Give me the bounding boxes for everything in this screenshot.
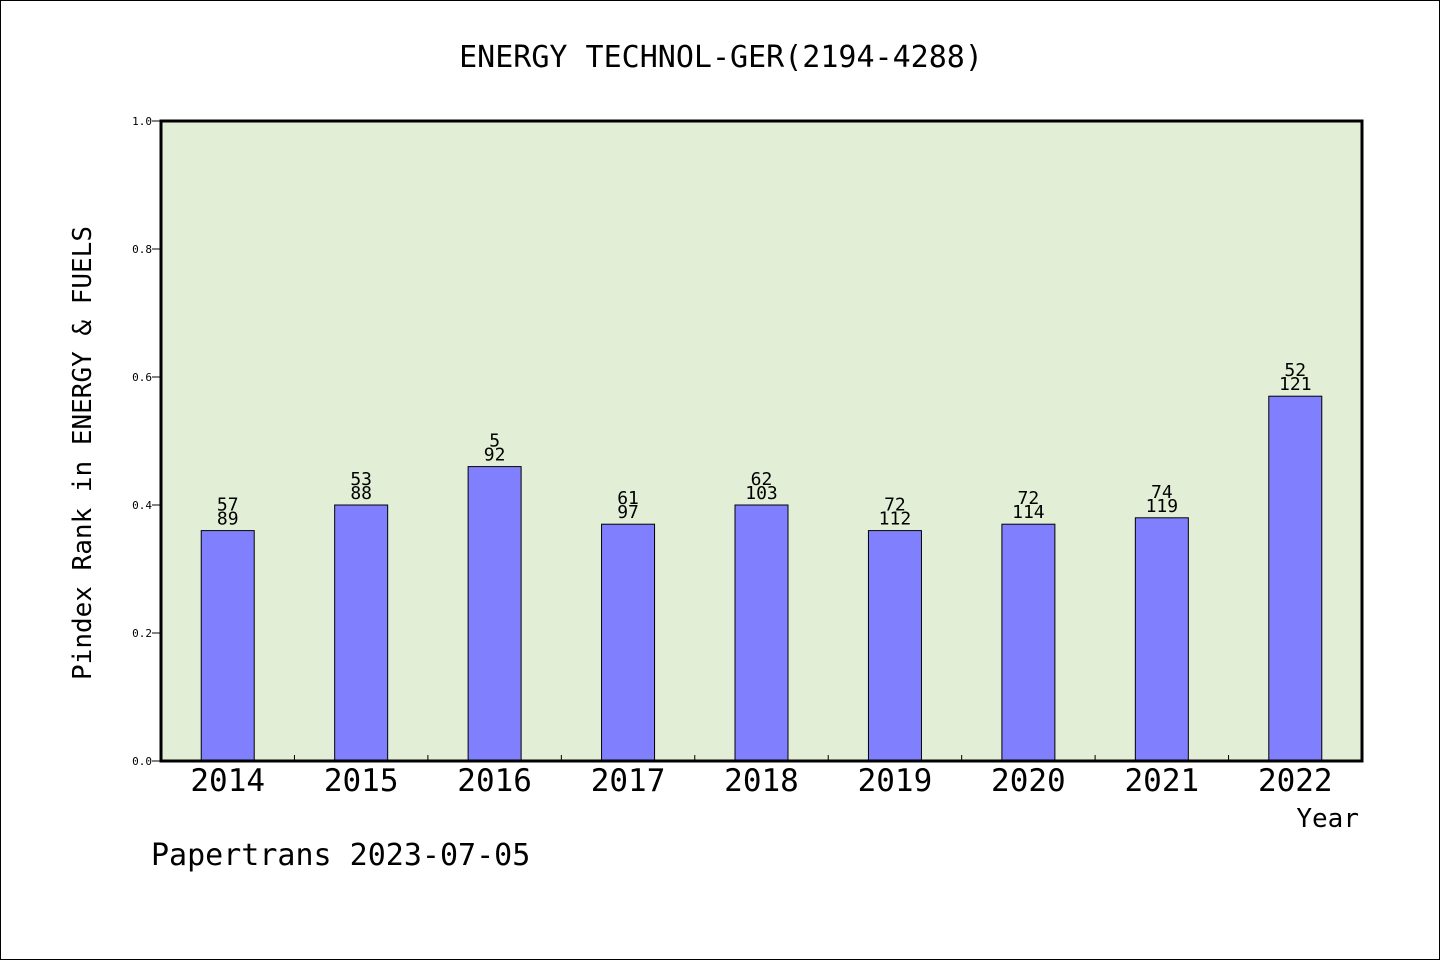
bar-label-top: 5 xyxy=(489,431,500,452)
bar-label-bottom: 121 xyxy=(1279,374,1312,395)
x-tick-label: 2016 xyxy=(457,763,532,799)
bar-label-top: 74 xyxy=(1151,482,1173,503)
y-tick-label: 0.6 xyxy=(132,371,152,384)
chart-title: ENERGY TECHNOL-GER(2194-4288) xyxy=(459,40,983,75)
bar-2021 xyxy=(1134,517,1189,762)
x-axis-label: Year xyxy=(1296,804,1359,834)
x-axis-ticks: 2014 2015 2016 2017 2018 2019 2020 2021 2022 xyxy=(190,755,1333,799)
y-tick-label: 1.0 xyxy=(132,115,152,128)
bar-2017 xyxy=(601,523,656,762)
x-tick-label: 2020 xyxy=(991,763,1066,799)
plot-border xyxy=(159,119,1364,763)
bar-label-top: 62 xyxy=(751,469,773,490)
bar-2022 xyxy=(1268,395,1323,762)
x-tick-label: 2018 xyxy=(724,763,799,799)
bar-2018 xyxy=(734,504,789,762)
x-tick-label: 2019 xyxy=(858,763,933,799)
bar-label-top: 52 xyxy=(1284,360,1306,381)
bar-label-bottom: 119 xyxy=(1146,496,1179,517)
y-axis-label: Pindex Rank in ENERGY & FUELS xyxy=(68,226,98,680)
bar-label-top: 72 xyxy=(1018,488,1040,509)
bar-label-bottom: 92 xyxy=(484,445,506,466)
bar-2020 xyxy=(1001,523,1056,762)
y-tick-label: 0.4 xyxy=(132,499,152,512)
bar-label-top: 57 xyxy=(217,495,239,516)
x-tick-label: 2015 xyxy=(324,763,399,799)
bar-2019 xyxy=(867,530,922,762)
x-tick-label: 2017 xyxy=(591,763,666,799)
bar-label-bottom: 97 xyxy=(617,502,639,523)
x-tick-label: 2021 xyxy=(1125,763,1200,799)
bar-label-top: 53 xyxy=(350,469,372,490)
y-tick-label: 0.8 xyxy=(132,243,152,256)
bar-2015 xyxy=(334,504,389,762)
y-tick-label: 0.2 xyxy=(132,627,152,640)
bar-label-bottom: 112 xyxy=(879,509,912,530)
bar-label-bottom: 103 xyxy=(745,483,778,504)
bar-label-bottom: 114 xyxy=(1012,502,1045,523)
bar-label-top: 72 xyxy=(884,495,906,516)
bar-2014 xyxy=(200,530,255,762)
y-axis-ticks: 0.0 0.2 0.4 0.6 0.8 1.0 xyxy=(132,115,161,768)
bar-label-bottom: 88 xyxy=(350,483,372,504)
bar-2016 xyxy=(467,466,522,762)
bar-label-top: 61 xyxy=(617,488,639,509)
x-tick-label: 2014 xyxy=(190,763,265,799)
footer-credit: Papertrans 2023-07-05 xyxy=(151,838,530,873)
bar-label-bottom: 89 xyxy=(217,509,239,530)
y-tick-label: 0.0 xyxy=(132,755,152,768)
x-tick-label: 2022 xyxy=(1258,763,1333,799)
